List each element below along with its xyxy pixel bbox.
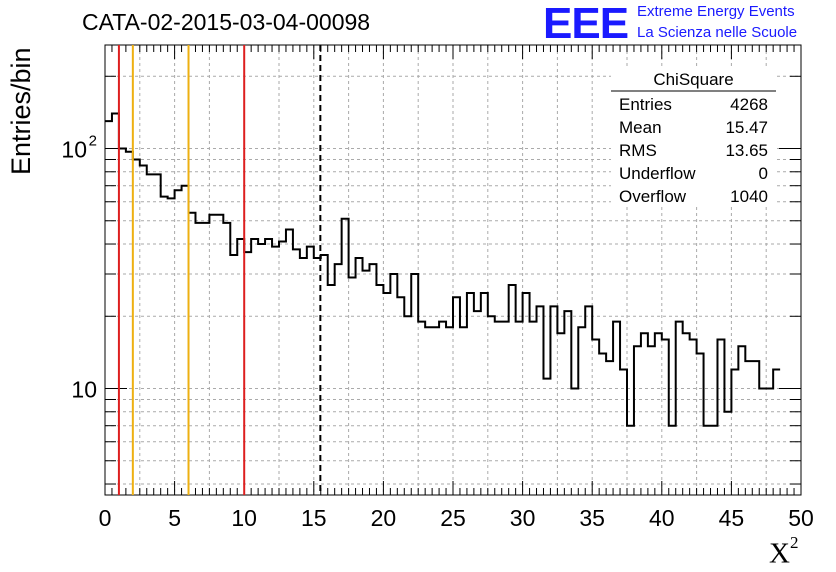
stats-title: ChiSquare: [653, 70, 733, 89]
x-tick-label: 40: [649, 505, 675, 531]
stats-label: Mean: [619, 118, 662, 137]
stats-value: 4268: [730, 95, 768, 114]
stats-label: Underflow: [619, 164, 696, 183]
x-tick-label: 15: [301, 505, 327, 531]
stats-value: 15.47: [725, 118, 768, 137]
stats-box: [611, 67, 776, 207]
eee-logo: EEE: [543, 0, 629, 48]
x-tick-label: 0: [99, 505, 112, 531]
x-tick-label: 20: [371, 505, 397, 531]
logo-subtitle-2: La Scienza nelle Scuole: [637, 24, 798, 41]
stats-label: Overflow: [619, 187, 687, 206]
x-axis-label-base: X: [769, 537, 790, 570]
stats-value: 0: [759, 164, 768, 183]
y-tick-label: 10: [61, 137, 87, 163]
y-tick-label: 10: [71, 377, 97, 403]
x-tick-label: 45: [719, 505, 745, 531]
stats-label: Entries: [619, 95, 672, 114]
x-tick-label: 5: [168, 505, 181, 531]
stats-value: 1040: [730, 187, 768, 206]
x-axis-label-sup: 2: [789, 533, 799, 552]
y-tick-label-sup: 2: [89, 133, 97, 150]
x-tick-label: 25: [440, 505, 466, 531]
x-tick-label: 35: [579, 505, 605, 531]
x-axis-label: X2: [769, 533, 798, 571]
stats-value: 13.65: [725, 141, 768, 160]
stats-label: RMS: [619, 141, 657, 160]
logo-subtitle-1: Extreme Energy Events: [637, 3, 795, 20]
x-tick-label: 10: [231, 505, 257, 531]
x-tick-label: 30: [510, 505, 536, 531]
x-tick-label: 50: [788, 505, 814, 531]
chart-title: CATA-02-2015-03-04-00098: [82, 9, 371, 35]
histogram-line: [105, 112, 781, 427]
